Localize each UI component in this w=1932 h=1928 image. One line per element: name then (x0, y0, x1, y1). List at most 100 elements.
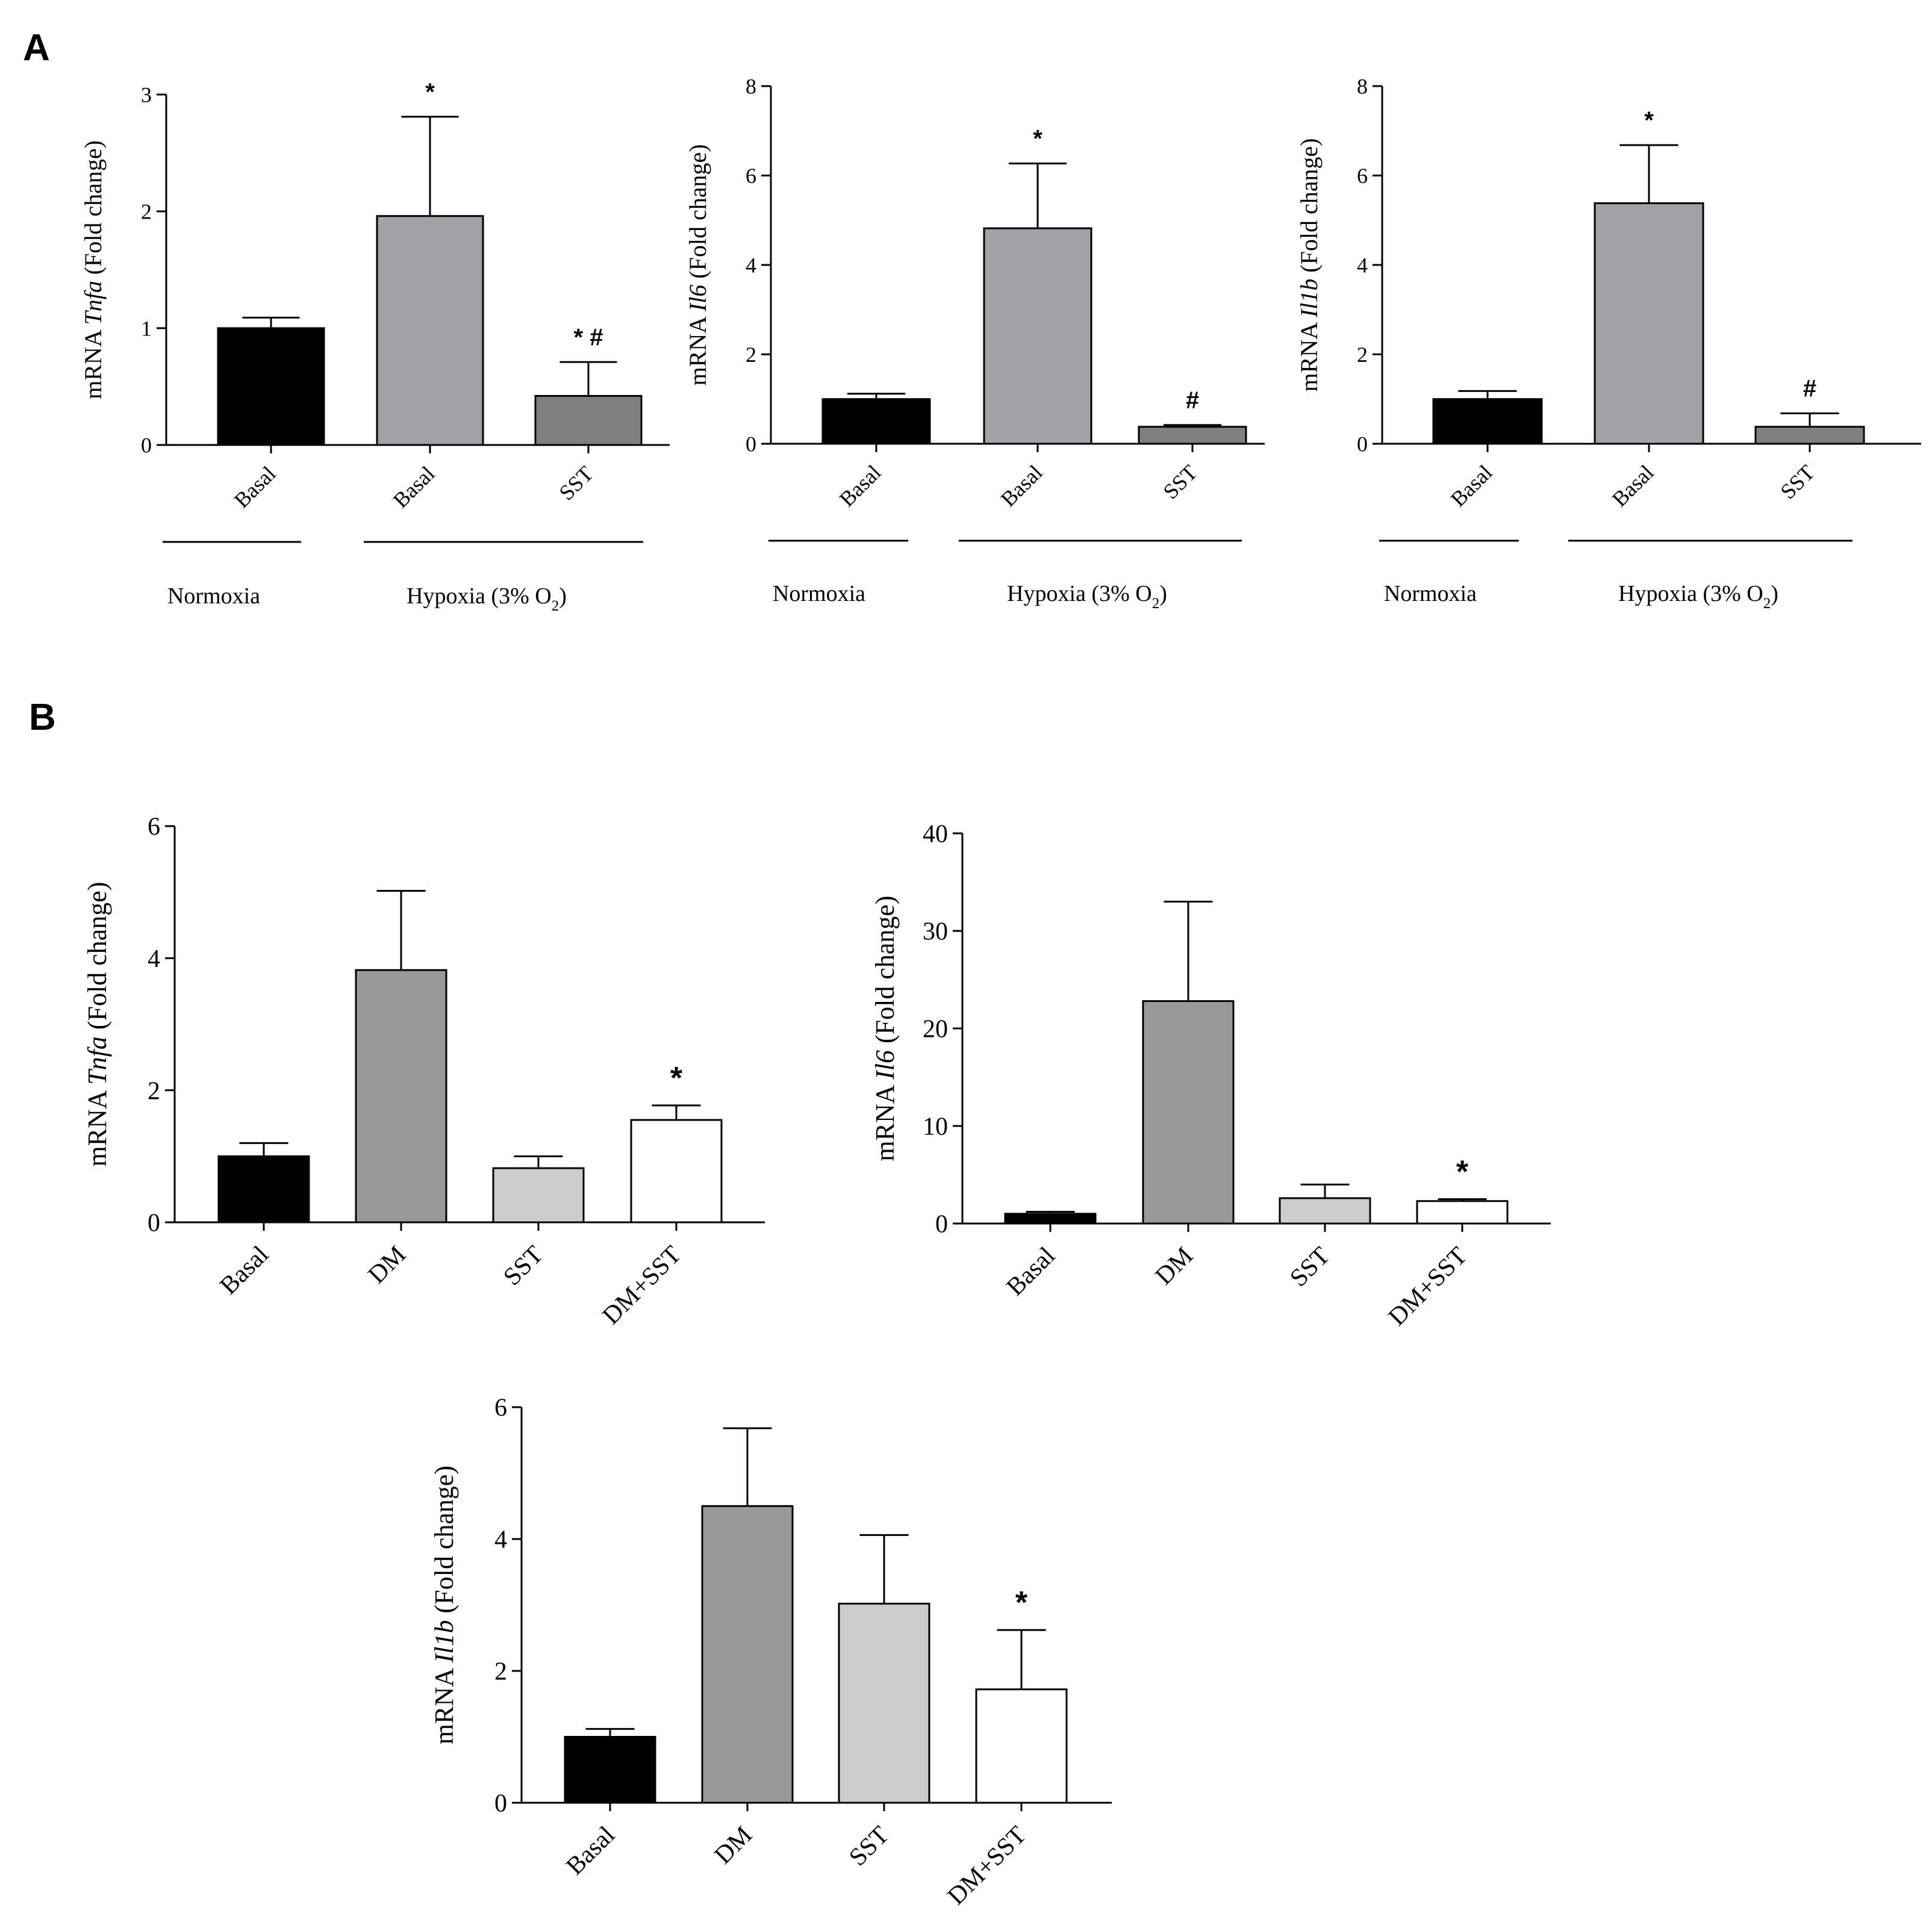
group-label-main-a2-0: Normoxia (773, 581, 865, 606)
y-tick-label-b2-1: 10 (923, 1113, 948, 1141)
bar-b1-3 (630, 1119, 723, 1224)
y-tick-label-a1-3: 3 (141, 83, 152, 107)
x-tick-label-b1-2: SST (498, 1241, 549, 1292)
group-label-sub-a2-1: 2 (1152, 596, 1160, 612)
y-label-gene-b3: Il1b (429, 1620, 459, 1664)
x-tick-label-b1-3: DM+SST (597, 1241, 687, 1330)
bar-b2-0 (1004, 1213, 1097, 1225)
y-label-prefix-b2: mRNA (870, 1080, 900, 1161)
x-tick-label-b3-2: SST (844, 1821, 894, 1872)
group-label-main-a1-0: Normoxia (167, 583, 260, 609)
chart-a2: Basal * Basal # SST 0 2 4 6 8 mRNA Il6 (Fold chang… (684, 75, 1265, 612)
x-tick-label-b3-1: DM (709, 1821, 758, 1870)
bar-b2-2 (1279, 1197, 1371, 1225)
bar-b1-0 (217, 1155, 310, 1224)
group-label-end-a1-1: ) (559, 583, 567, 609)
y-tick-label-a2-4: 8 (746, 75, 756, 99)
x-tick-label-b2-1: DM (1150, 1242, 1198, 1290)
x-tick-label-a3-1: Basal (1607, 460, 1659, 511)
group-label-sub-a1-1: 2 (552, 598, 559, 614)
y-tick-label-b1-2: 4 (148, 945, 160, 973)
y-tick-label-a2-1: 2 (746, 343, 756, 367)
y-label-prefix-a3: mRNA (1295, 317, 1323, 391)
bar-a2-1 (983, 227, 1092, 445)
x-tick-label-a1-2: SST (554, 461, 597, 505)
y-tick-label-b1-0: 0 (148, 1210, 160, 1237)
significance-mark-b2-3: * (1456, 1155, 1469, 1190)
bar-a3-2 (1754, 426, 1865, 445)
significance-mark-a2-2: # (1186, 387, 1199, 414)
group-label-main-a3-0: Normoxia (1384, 581, 1477, 606)
y-label-suffix-b2: (Fold change) (870, 895, 900, 1050)
group-label-a2-1: Hypoxia (3% O2) (1007, 581, 1167, 612)
y-tick-label-b3-3: 6 (494, 1395, 507, 1422)
y-label-prefix-b1: mRNA (83, 1085, 112, 1167)
chart-a3: Basal * Basal # SST 0 2 4 6 8 mRNA Il1b (Fold chan… (1295, 75, 1921, 612)
significance-mark-a3-2: # (1803, 376, 1816, 402)
x-tick-label-b2-2: SST (1285, 1242, 1335, 1293)
significance-mark-a1-1: * (425, 79, 435, 105)
x-tick-label-b3-3: DM+SST (943, 1821, 1032, 1911)
y-tick-label-a3-0: 0 (1357, 432, 1368, 456)
y-tick-label-a3-4: 8 (1357, 75, 1368, 99)
bar-a2-0 (821, 398, 931, 445)
bar-b2-3 (1416, 1200, 1509, 1225)
bar-b1-1 (355, 969, 447, 1224)
y-axis-label-b2: mRNA Il6 (Fold change) (870, 895, 900, 1161)
group-label-end-a2-1: ) (1159, 581, 1167, 606)
y-label-suffix-a1: (Fold change) (79, 140, 107, 281)
y-axis-label-b1: mRNA Tnfa (Fold change) (83, 882, 112, 1167)
panel-a-label: A (23, 27, 50, 69)
x-tick-label-b2-0: Basal (1002, 1242, 1061, 1302)
bar-a1-1 (376, 215, 484, 446)
x-tick-label-b1-1: DM (363, 1241, 411, 1289)
y-tick-label-a3-1: 2 (1357, 343, 1368, 367)
x-tick-label-a2-0: Basal (835, 460, 886, 511)
y-tick-label-b2-3: 30 (923, 918, 948, 946)
group-label-main-a2-1: Hypoxia (3% O (1007, 581, 1152, 606)
y-tick-label-b2-2: 20 (923, 1016, 948, 1043)
x-tick-label-b3-0: Basal (561, 1821, 621, 1881)
x-tick-label-a3-0: Basal (1446, 460, 1497, 511)
y-axis-label-a2: mRNA Il6 (Fold change) (684, 144, 711, 385)
panel-b-label: B (29, 697, 56, 738)
group-label-a3-1: Hypoxia (3% O2) (1618, 581, 1778, 612)
significance-mark-b1-3: * (670, 1061, 683, 1096)
x-tick-label-a2-2: SST (1158, 460, 1201, 503)
bar-b3-0 (564, 1736, 656, 1804)
y-axis-label-b3: mRNA Il1b (Fold change) (429, 1466, 459, 1744)
bar-a1-0 (217, 327, 325, 446)
chart-b2: Basal DM SST * DM+SST 0 10 20 30 40 mRNA Il6 (Fold… (870, 821, 1551, 1331)
y-label-gene-b1: Tnfa (83, 1036, 112, 1085)
y-label-gene-a2: Il6 (684, 285, 711, 312)
y-label-prefix-a2: mRNA (684, 311, 711, 385)
bar-b1-2 (492, 1167, 585, 1224)
group-label-end-a3-1: ) (1771, 581, 1778, 606)
y-tick-label-a2-0: 0 (746, 432, 756, 456)
x-tick-label-a1-0: Basal (229, 461, 281, 512)
y-tick-label-a1-1: 1 (141, 317, 152, 341)
y-label-prefix-a1: mRNA (79, 325, 107, 399)
bar-b3-2 (838, 1602, 930, 1804)
significance-mark-a1-2: * # (574, 324, 603, 350)
significance-mark-a3-1: * (1644, 107, 1654, 134)
x-tick-label-b2-3: DM+SST (1383, 1242, 1472, 1331)
y-label-gene-a3: Il1b (1295, 279, 1323, 318)
y-tick-label-a2-3: 6 (746, 164, 756, 188)
y-label-suffix-a2: (Fold change) (684, 144, 711, 284)
y-tick-label-b3-0: 0 (494, 1790, 507, 1818)
bar-b3-3 (975, 1688, 1068, 1804)
y-tick-label-a1-2: 2 (141, 200, 152, 224)
y-tick-label-a3-2: 4 (1357, 253, 1368, 278)
chart-b1: Basal DM SST * DM+SST 0 2 4 6 mRNA Tnfa (Fold cha… (83, 813, 765, 1330)
y-tick-label-b2-0: 0 (935, 1211, 948, 1239)
y-tick-label-a2-2: 4 (746, 253, 756, 278)
group-label-a2-0: Normoxia (773, 581, 865, 606)
y-axis-label-a1: mRNA Tnfa (Fold change) (79, 140, 107, 399)
group-label-a1-1: Hypoxia (3% O2) (407, 583, 567, 614)
bar-a3-0 (1432, 398, 1543, 445)
y-label-gene-a1: Tnfa (79, 281, 107, 325)
significance-mark-a2-1: * (1033, 125, 1042, 152)
x-tick-label-a2-1: Basal (996, 460, 1047, 511)
